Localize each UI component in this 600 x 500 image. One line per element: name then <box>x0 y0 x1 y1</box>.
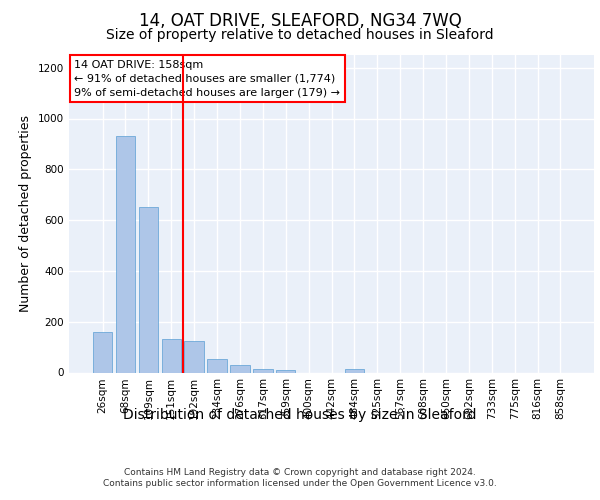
Text: 14 OAT DRIVE: 158sqm
← 91% of detached houses are smaller (1,774)
9% of semi-det: 14 OAT DRIVE: 158sqm ← 91% of detached h… <box>74 60 340 98</box>
Text: Contains HM Land Registry data © Crown copyright and database right 2024.
Contai: Contains HM Land Registry data © Crown c… <box>103 468 497 487</box>
Y-axis label: Number of detached properties: Number of detached properties <box>19 116 32 312</box>
Bar <box>139 208 158 372</box>
Text: 14, OAT DRIVE, SLEAFORD, NG34 7WQ: 14, OAT DRIVE, SLEAFORD, NG34 7WQ <box>139 12 461 30</box>
Bar <box>161 340 181 372</box>
Bar <box>230 365 250 372</box>
Bar <box>208 358 227 372</box>
Bar <box>93 332 112 372</box>
Bar <box>184 341 204 372</box>
Bar <box>276 370 295 372</box>
Bar <box>344 368 364 372</box>
Bar <box>116 136 135 372</box>
Text: Distribution of detached houses by size in Sleaford: Distribution of detached houses by size … <box>123 408 477 422</box>
Text: Size of property relative to detached houses in Sleaford: Size of property relative to detached ho… <box>106 28 494 42</box>
Bar <box>253 368 272 372</box>
